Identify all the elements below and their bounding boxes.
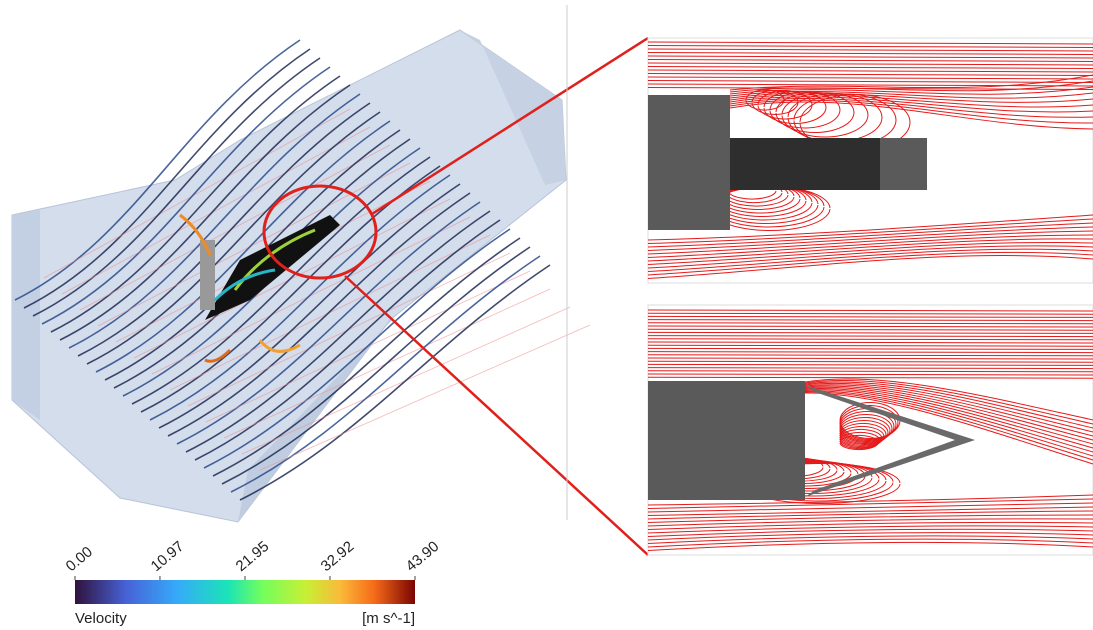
colorbar-tick-label: 43.90 [403, 538, 443, 575]
body-block [648, 95, 730, 230]
body-bar [730, 138, 880, 190]
colorbar-title: Velocity [75, 610, 127, 627]
zoom-line [345, 276, 648, 555]
colorbar-gradient [75, 580, 415, 604]
colorbar-tick-label: 21.95 [233, 538, 273, 575]
colorbar-unit: [m s^-1] [362, 610, 415, 627]
colorbar-tick-label: 32.92 [318, 538, 358, 575]
colorbar-tick-label: 10.97 [148, 538, 188, 575]
colorbar-tick-label: 0.00 [63, 543, 96, 575]
figure: Velocity [m s^-1] 0.00 10.97 21.95 32.92 43.… [0, 0, 1093, 630]
body-block [880, 138, 927, 190]
colorbar: Velocity [m s^-1] 0.00 10.97 21.95 32.92 43.… [63, 538, 443, 627]
body-block [648, 381, 805, 500]
